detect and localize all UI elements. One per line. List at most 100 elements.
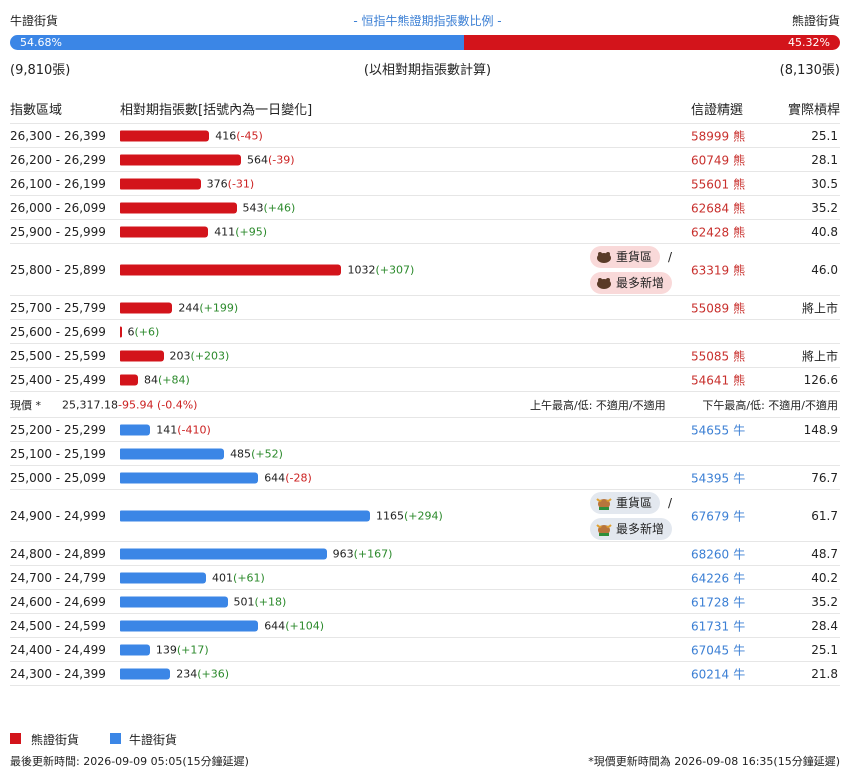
bear-ratio: 45.32% <box>463 35 840 50</box>
badge-icon <box>596 497 612 510</box>
pick-kind: 牛 <box>733 423 746 437</box>
tags: 重貨區 / 最多新增 <box>590 245 673 294</box>
table-row: 24,500 - 24,599 644(+104) 61731 牛 28.4 <box>10 613 840 637</box>
price-row: 現價 * 25,317.18 -95.94 (-0.4%) 上午最高/低: 不適用/不… <box>10 391 840 417</box>
table-row: 26,200 - 26,299 564(-39) 60749 熊 28.1 <box>10 147 840 171</box>
count-label: 411(+95) <box>214 225 267 238</box>
leverage: 25.1 <box>811 642 838 657</box>
change: (+46) <box>263 201 296 214</box>
right-label: 熊證街貨 <box>791 14 840 28</box>
bar <box>120 548 327 559</box>
range: 24,900 - 24,999 <box>10 508 106 523</box>
bar <box>120 644 150 655</box>
change: (+199) <box>199 301 239 314</box>
leverage: 35.2 <box>811 200 838 215</box>
range: 25,200 - 25,299 <box>10 422 106 437</box>
badge-text: 重貨區 <box>616 250 653 264</box>
pick-code: 54395 <box>691 471 730 485</box>
tag-line: 最多新增 <box>590 517 673 540</box>
badge-text: 最多新增 <box>616 276 665 290</box>
pick-code: 54641 <box>691 373 730 387</box>
tag-line: 重貨區 / <box>590 491 672 514</box>
count-label: 564(-39) <box>247 153 295 166</box>
change: (+6) <box>134 325 160 338</box>
range: 26,300 - 26,399 <box>10 128 106 143</box>
count-label: 244(+199) <box>178 301 238 314</box>
pick-code: 60214 <box>691 667 730 681</box>
change: (+18) <box>254 595 287 608</box>
count-label: 139(+17) <box>156 643 209 656</box>
pick: 54395 牛 <box>691 469 745 486</box>
pick-kind: 牛 <box>733 643 746 657</box>
pick-code: 68260 <box>691 547 730 561</box>
count-label: 644(+104) <box>264 619 324 632</box>
range: 25,000 - 25,099 <box>10 470 106 485</box>
table-row: 24,600 - 24,699 501(+18) 61728 牛 35.2 <box>10 589 840 613</box>
bar <box>120 350 164 361</box>
leverage: 76.7 <box>811 470 838 485</box>
count: 84 <box>144 373 159 386</box>
pick: 62428 熊 <box>691 223 745 240</box>
range: 24,300 - 24,399 <box>10 666 106 681</box>
left-label: 牛證街貨 <box>10 14 59 28</box>
range: 26,000 - 26,099 <box>10 200 106 215</box>
change: (+104) <box>285 619 324 632</box>
pick-kind: 熊 <box>733 153 746 167</box>
badge-text: 最多新增 <box>616 522 665 536</box>
title: - 恒指牛熊證期指張數比例 - <box>353 14 502 28</box>
pick-code: 63319 <box>691 263 730 277</box>
bear-count: (8,130張) <box>779 63 840 78</box>
leverage: 30.5 <box>811 176 838 191</box>
change: (+95) <box>235 225 267 238</box>
pick-code: 55085 <box>691 349 730 363</box>
footer-right: *現價更新時間為 2026-09-08 16:35(15分鐘延遲) <box>588 755 840 768</box>
leverage: 將上市 <box>801 349 838 363</box>
badge-icon <box>596 523 612 536</box>
legend-label: 牛證街貨 <box>129 733 178 747</box>
badge: 最多新增 <box>590 517 673 540</box>
col-head: 實際槓桿 <box>787 103 840 118</box>
range: 25,400 - 25,499 <box>10 372 106 387</box>
bar <box>120 448 225 459</box>
pm-range: 下午最高/低: 不適用/不適用 <box>702 398 838 412</box>
badge: 重貨區 <box>590 491 661 514</box>
pick-kind: 熊 <box>733 177 746 191</box>
change: (+307) <box>375 263 415 276</box>
count-label: 485(+52) <box>230 447 283 460</box>
count: 1165 <box>376 509 404 522</box>
table: 26,300 - 26,399 416(-45) 58999 熊 25.1 26,200 … <box>10 123 840 686</box>
change: (-28) <box>285 471 312 484</box>
note: (以相對期指張數計算) <box>363 63 492 78</box>
table-row: 24,300 - 24,399 234(+36) 60214 牛 21.8 <box>10 661 840 685</box>
table-row: 24,700 - 24,799 401(+61) 64226 牛 40.2 <box>10 565 840 589</box>
count: 644 <box>264 471 286 484</box>
table-row: 25,400 - 25,499 84(+84) 54641 熊 126.6 <box>10 367 840 391</box>
bull-count: (9,810張) <box>10 63 71 78</box>
bar <box>120 226 209 237</box>
badge: 最多新增 <box>590 271 673 294</box>
pick-code: 62684 <box>691 201 730 215</box>
change: (+203) <box>190 349 230 362</box>
pick: 67045 牛 <box>691 641 745 658</box>
pick: 63319 熊 <box>691 261 745 278</box>
change: (+52) <box>251 447 283 460</box>
leverage: 21.8 <box>811 666 838 681</box>
leverage: 40.2 <box>811 570 838 585</box>
legend-label: 熊證街貨 <box>31 733 80 747</box>
pick-code: 67045 <box>691 643 730 657</box>
pick-kind: 熊 <box>733 373 746 387</box>
range: 25,500 - 25,599 <box>10 348 106 363</box>
count-label: 376(-31) <box>207 177 255 190</box>
count-label: 84(+84) <box>144 373 190 386</box>
table-row: 24,400 - 24,499 139(+17) 67045 牛 25.1 <box>10 637 840 661</box>
range: 24,800 - 24,899 <box>10 546 106 561</box>
pick: 60749 熊 <box>691 151 745 168</box>
change: (+61) <box>233 571 265 584</box>
range: 25,900 - 25,999 <box>10 224 106 239</box>
ratio-bar: 54.68% 45.32% <box>10 35 840 50</box>
range: 25,800 - 25,899 <box>10 262 106 277</box>
count-label: 416(-45) <box>215 129 263 142</box>
col-head: 信證精選 <box>691 103 744 118</box>
count: 401 <box>212 571 234 584</box>
count: 139 <box>155 643 177 656</box>
